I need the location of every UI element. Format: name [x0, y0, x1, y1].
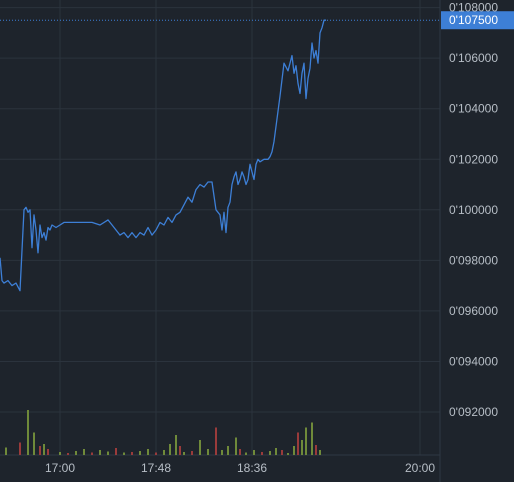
volume-bar — [281, 450, 283, 455]
volume-bar — [235, 437, 237, 455]
grid-layer — [0, 0, 441, 482]
x-tick-label: 20:00 — [405, 461, 435, 475]
volume-bar — [261, 452, 263, 455]
volume-bar — [293, 446, 295, 455]
y-tick-label: 0'094000 — [449, 354, 498, 368]
volume-bar — [297, 432, 299, 455]
price-line-layer — [0, 19, 326, 292]
volume-bar — [5, 447, 7, 455]
y-tick-label: 0'096000 — [449, 304, 498, 318]
y-tick-label: 0'100000 — [449, 203, 498, 217]
volume-bar — [19, 442, 21, 455]
volume-bar — [275, 448, 277, 455]
volume-bar — [155, 452, 157, 455]
volume-bar — [269, 451, 271, 455]
last-price-badge — [441, 11, 514, 30]
y-tick-label: 0'106000 — [449, 51, 498, 65]
volume-bar — [47, 449, 49, 455]
y-tick-label: 0'092000 — [449, 405, 498, 419]
volume-bar — [287, 453, 289, 455]
last-price-label: 0'107500 — [449, 13, 498, 27]
volume-bar — [99, 450, 101, 455]
volume-bar — [179, 446, 181, 455]
y-tick-label: 0'098000 — [449, 253, 498, 267]
volume-bar — [305, 427, 307, 455]
x-axis-labels: 17:00 17:48 18:36 20:00 — [45, 461, 435, 475]
volume-bar — [199, 440, 201, 455]
volume-bar — [39, 446, 41, 455]
volume-bar — [191, 451, 193, 455]
volume-bar — [239, 449, 241, 455]
volume-bar — [227, 446, 229, 455]
volume-bar — [43, 444, 45, 455]
volume-bar — [91, 452, 93, 455]
price-line — [0, 19, 326, 292]
volume-bar — [253, 450, 255, 455]
volume-bar — [319, 450, 321, 455]
volume-bar — [131, 452, 133, 455]
volume-bar — [107, 451, 109, 455]
volume-bar — [245, 452, 247, 455]
y-tick-label: 0'102000 — [449, 152, 498, 166]
volume-bar — [315, 445, 317, 455]
volume-bar — [27, 410, 29, 455]
volume-bar — [59, 452, 61, 455]
volume-bar — [123, 452, 125, 455]
volume-bar — [183, 452, 185, 455]
volume-bar — [83, 449, 85, 455]
last-price-marker: 0'107500 — [0, 11, 514, 30]
volume-bar — [215, 427, 217, 455]
volume-bar — [301, 440, 303, 455]
volume-bar — [139, 451, 141, 455]
x-tick-label: 17:48 — [141, 461, 171, 475]
volume-bars — [5, 410, 321, 455]
volume-bar — [67, 453, 69, 455]
x-tick-label: 18:36 — [237, 461, 267, 475]
x-tick-label: 17:00 — [45, 461, 75, 475]
y-axis-labels: 0'108000 0'106000 0'104000 0'102000 0'100000… — [449, 1, 498, 419]
y-tick-label: 0'104000 — [449, 102, 498, 116]
y-tick-label: 0'108000 — [449, 1, 498, 15]
volume-bar — [147, 449, 149, 455]
volume-bar — [207, 449, 209, 455]
volume-bar — [75, 451, 77, 455]
volume-bar — [115, 448, 117, 455]
volume-bar — [311, 422, 313, 455]
volume-bar — [163, 450, 165, 455]
volume-bar — [175, 435, 177, 455]
volume-bar — [221, 450, 223, 455]
volume-bar — [33, 432, 35, 455]
volume-bar — [169, 444, 171, 455]
